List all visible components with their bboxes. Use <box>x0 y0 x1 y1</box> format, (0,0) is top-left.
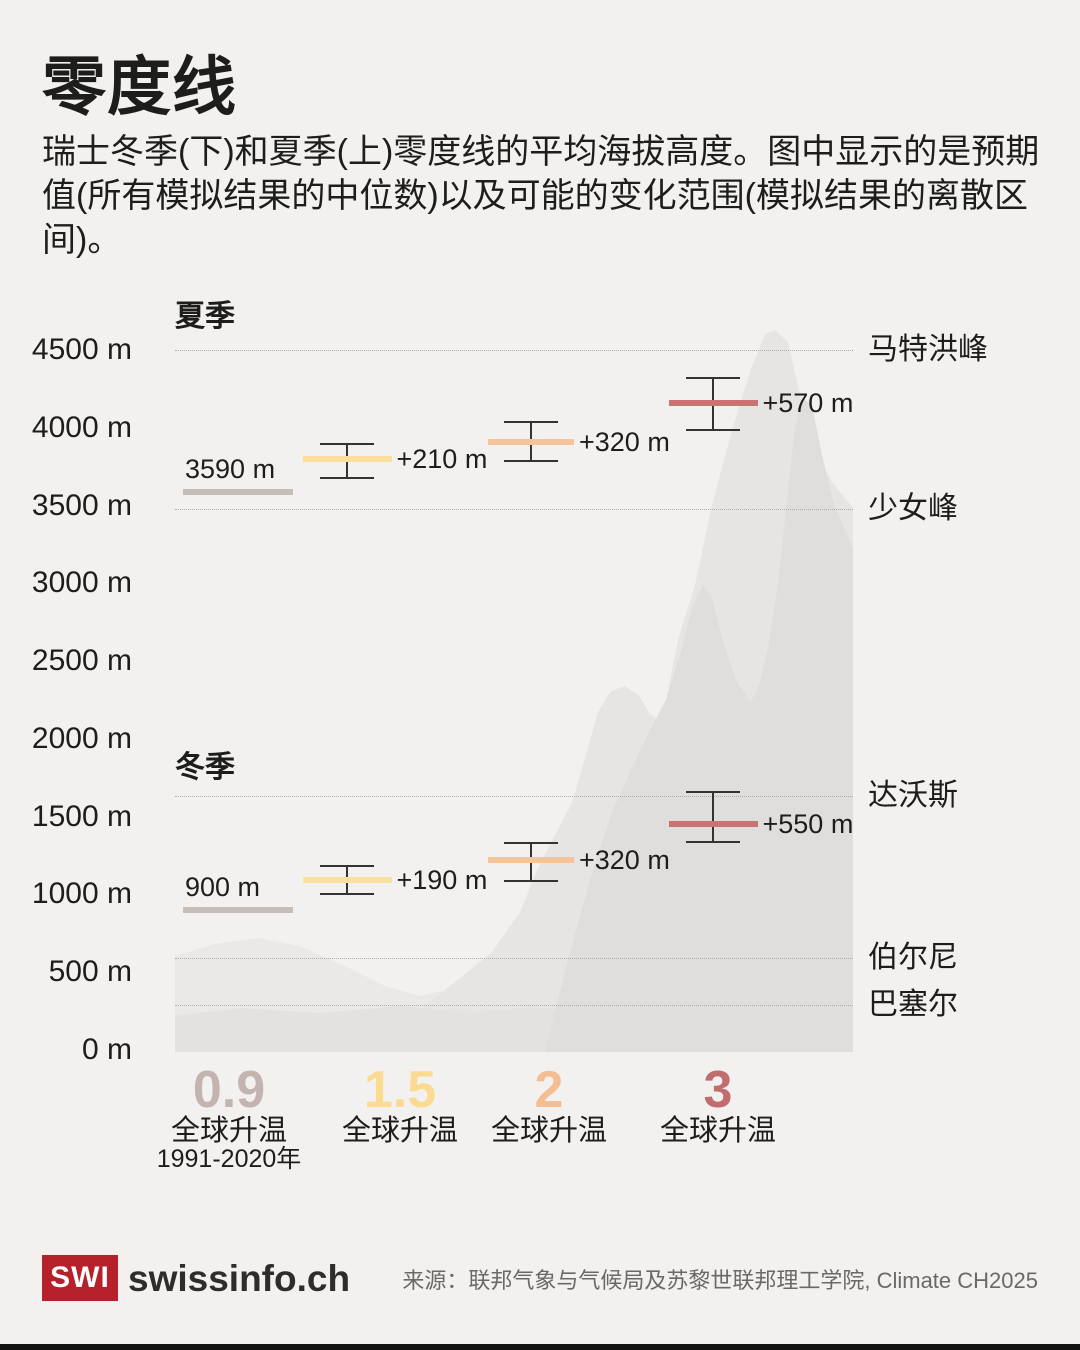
x-label: 全球升温 <box>490 1115 608 1147</box>
x-number: 1.5 <box>363 1061 437 1119</box>
marker-whisker-cap-bottom <box>686 429 740 432</box>
landmark-line <box>175 350 853 351</box>
landmark-label: 马特洪峰 <box>868 333 988 366</box>
swi-logo[interactable]: SWI <box>42 1255 118 1301</box>
marker-whisker-cap-bottom <box>504 460 558 463</box>
marker-bar <box>668 821 758 828</box>
marker-whisker-cap-top <box>504 842 558 845</box>
marker-whisker-cap-top <box>686 377 740 379</box>
swi-logo-text: SWI <box>50 1261 110 1294</box>
marker-whisker-line <box>712 791 714 843</box>
x-number: 2 <box>534 1061 564 1119</box>
baseline-bar <box>183 488 293 495</box>
y-tick-label: 0 m <box>81 1033 132 1066</box>
dark-peak-shape <box>545 398 853 1052</box>
landmark-label: 达沃斯 <box>868 779 958 813</box>
marker-bar <box>302 877 392 884</box>
baseline-value-label: 3590 m <box>185 453 276 484</box>
mountain-silhouette <box>175 330 853 1052</box>
y-tick-label: 4000 m <box>31 410 132 444</box>
landmark-label: 伯尔尼 <box>868 941 958 975</box>
marker-whisker-cap-top <box>320 443 374 446</box>
delta-label: +320 m <box>579 426 670 457</box>
x-label: 全球升温 <box>170 1115 288 1147</box>
marker-whisker-cap-top <box>504 421 558 424</box>
landmark-line <box>175 796 853 798</box>
delta-label: +210 m <box>396 443 488 474</box>
y-tick-label: 4500 m <box>31 333 132 366</box>
season-label: 夏季 <box>175 300 235 333</box>
x-label: 全球升温 <box>659 1115 777 1147</box>
x-number: 0.9 <box>192 1061 266 1119</box>
bottom-bar <box>0 1344 1080 1350</box>
x-number: 3 <box>703 1061 733 1119</box>
landmark-label: 少女峰 <box>868 491 958 525</box>
baseline-value-label: 900 m <box>185 872 261 902</box>
x-sublabel: 1991-2020年 <box>156 1145 302 1173</box>
x-label: 全球升温 <box>341 1115 459 1147</box>
page-subtitle: 瑞士冬季(下)和夏季(上)零度线的平均海拔高度。图中显示的是预期值(所有模拟结果… <box>42 133 1040 259</box>
landmark-line <box>175 1004 853 1006</box>
brand-wordmark[interactable]: swissinfo.ch <box>128 1258 351 1299</box>
y-tick-label: 500 m <box>48 955 132 989</box>
delta-label: +550 m <box>762 809 854 840</box>
marker-bar <box>488 438 574 445</box>
y-tick-label: 2000 m <box>31 721 132 755</box>
landmark-line <box>175 508 853 510</box>
marker-bar <box>488 857 574 864</box>
source-credit: 来源：联邦气象与气候局及苏黎世联邦理工学院, Climate CH2025 <box>402 1268 1038 1293</box>
y-tick-label: 1500 m <box>31 799 132 833</box>
delta-label: +320 m <box>579 845 670 876</box>
y-tick-label: 1000 m <box>31 877 132 911</box>
marker-whisker-cap-bottom <box>504 880 558 883</box>
marker-whisker-cap-bottom <box>320 893 374 896</box>
y-tick-label: 2500 m <box>31 644 132 678</box>
marker-whisker-cap-bottom <box>320 477 374 480</box>
marker-whisker-cap-bottom <box>686 841 740 844</box>
baseline-bar <box>183 907 293 913</box>
delta-label: +190 m <box>396 865 488 896</box>
y-tick-label: 3000 m <box>31 566 132 600</box>
y-tick-label: 3500 m <box>31 488 132 522</box>
delta-label: +570 m <box>762 387 854 418</box>
landmark-line <box>175 958 853 960</box>
marker-bar <box>668 399 758 406</box>
marker-whisker-cap-top <box>320 864 374 867</box>
season-label: 冬季 <box>175 751 235 784</box>
page-title: 零度线 <box>42 51 237 123</box>
marker-whisker-cap-top <box>686 790 740 793</box>
marker-bar <box>302 455 392 462</box>
landmark-label: 巴塞尔 <box>868 987 958 1021</box>
